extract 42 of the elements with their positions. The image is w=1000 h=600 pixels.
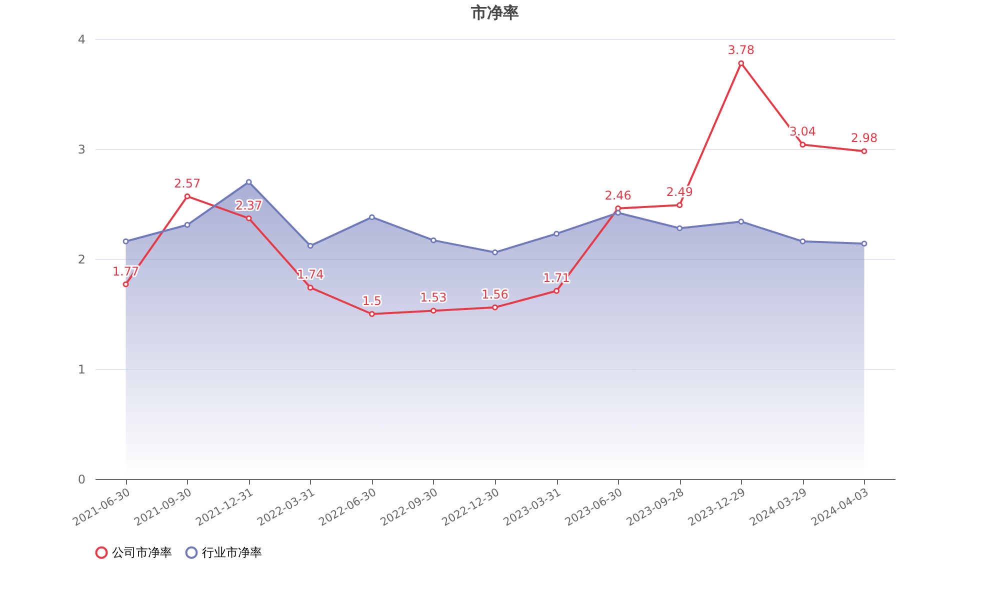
point	[368, 214, 375, 220]
data-label: 1.5	[362, 294, 382, 308]
point	[122, 238, 129, 244]
point	[738, 218, 744, 225]
point	[184, 222, 190, 228]
point	[492, 249, 498, 256]
point	[615, 210, 622, 216]
point	[184, 193, 190, 200]
point	[554, 230, 560, 237]
y-tick-label: 0	[78, 472, 86, 486]
point	[246, 179, 252, 185]
legend-label: 公司市净率	[112, 546, 172, 560]
point	[861, 148, 868, 154]
point	[430, 237, 436, 244]
data-label: 1.56	[482, 287, 508, 302]
point	[676, 225, 683, 232]
y-tick-label: 2	[78, 252, 86, 266]
point	[307, 242, 314, 249]
point	[676, 202, 683, 208]
point	[554, 288, 560, 294]
y-tick-label: 3	[78, 142, 86, 156]
chart-title: 市净率	[470, 3, 519, 22]
point	[492, 304, 498, 310]
data-label: 1.53	[420, 290, 447, 305]
point	[246, 215, 252, 222]
point	[861, 240, 868, 247]
legend-label: 行业市净率	[202, 546, 262, 560]
point	[368, 311, 375, 317]
point	[738, 60, 744, 66]
point	[122, 281, 129, 288]
point	[615, 205, 622, 212]
point	[430, 308, 436, 314]
point	[800, 142, 806, 148]
data-label: 3.78	[728, 43, 755, 58]
y-tick-label: 1	[78, 362, 86, 376]
data-label: 2.98	[850, 131, 878, 146]
y-tick-label: 4	[78, 32, 86, 46]
data-label: 2.37	[235, 198, 262, 212]
data-label: 2.57	[174, 176, 201, 190]
point	[307, 284, 314, 291]
data-label: 2.46	[604, 188, 632, 202]
point	[800, 238, 806, 244]
